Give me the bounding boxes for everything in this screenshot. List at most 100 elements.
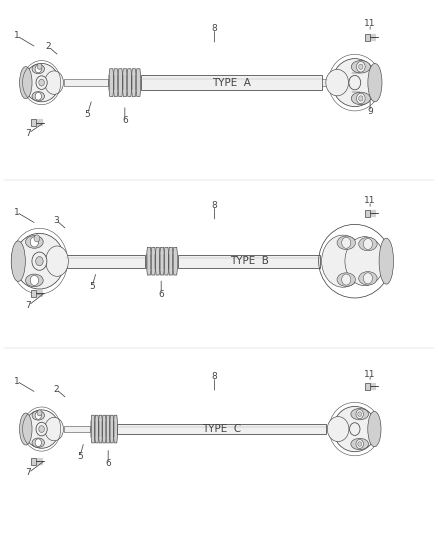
Polygon shape xyxy=(131,69,136,96)
Bar xyxy=(178,255,320,268)
Text: 5: 5 xyxy=(85,110,91,118)
Polygon shape xyxy=(173,247,177,275)
Text: TYPE  B: TYPE B xyxy=(230,256,268,266)
Text: 1: 1 xyxy=(14,208,20,216)
Ellipse shape xyxy=(46,246,68,276)
Ellipse shape xyxy=(351,61,371,73)
Circle shape xyxy=(357,61,365,72)
Bar xyxy=(66,255,145,268)
Ellipse shape xyxy=(359,272,377,285)
Ellipse shape xyxy=(379,238,393,284)
Ellipse shape xyxy=(337,236,355,249)
Polygon shape xyxy=(127,69,131,96)
Text: 5: 5 xyxy=(77,453,83,461)
Ellipse shape xyxy=(351,408,368,420)
Text: 11: 11 xyxy=(364,20,376,28)
Ellipse shape xyxy=(14,233,65,289)
Bar xyxy=(32,457,36,464)
Polygon shape xyxy=(102,415,106,443)
Ellipse shape xyxy=(24,63,59,102)
Text: 9: 9 xyxy=(367,108,373,116)
Polygon shape xyxy=(99,415,102,443)
Text: 3: 3 xyxy=(53,216,59,224)
Text: 6: 6 xyxy=(105,459,111,468)
Circle shape xyxy=(356,409,364,418)
Circle shape xyxy=(39,426,44,432)
Polygon shape xyxy=(113,415,117,443)
Circle shape xyxy=(37,410,42,416)
Text: 1: 1 xyxy=(14,377,20,385)
Polygon shape xyxy=(118,69,123,96)
Circle shape xyxy=(36,422,47,436)
Bar xyxy=(32,290,36,296)
Text: 2: 2 xyxy=(53,385,59,393)
Polygon shape xyxy=(95,415,99,443)
Ellipse shape xyxy=(351,92,371,104)
Circle shape xyxy=(356,440,364,449)
Ellipse shape xyxy=(32,64,45,74)
Circle shape xyxy=(36,76,47,90)
Text: 11: 11 xyxy=(364,197,376,205)
Polygon shape xyxy=(147,247,151,275)
Ellipse shape xyxy=(20,413,32,445)
Polygon shape xyxy=(91,415,95,443)
Circle shape xyxy=(30,237,39,247)
Text: 8: 8 xyxy=(212,201,218,210)
Polygon shape xyxy=(106,415,110,443)
Bar xyxy=(365,383,370,390)
Polygon shape xyxy=(113,69,118,96)
Ellipse shape xyxy=(351,438,368,450)
Ellipse shape xyxy=(326,69,349,96)
Bar xyxy=(64,426,90,432)
Polygon shape xyxy=(136,69,141,96)
Circle shape xyxy=(34,235,40,242)
Circle shape xyxy=(349,76,360,90)
Ellipse shape xyxy=(337,273,355,286)
Text: 8: 8 xyxy=(212,373,218,381)
Text: 6: 6 xyxy=(158,290,164,298)
Ellipse shape xyxy=(327,417,349,441)
Ellipse shape xyxy=(345,237,384,286)
Circle shape xyxy=(357,93,365,104)
Ellipse shape xyxy=(45,71,64,94)
Ellipse shape xyxy=(32,411,45,420)
Ellipse shape xyxy=(25,274,43,287)
Bar xyxy=(365,34,370,41)
Text: 7: 7 xyxy=(25,129,32,138)
Circle shape xyxy=(37,63,42,69)
Text: 1: 1 xyxy=(14,31,20,40)
Bar xyxy=(64,79,108,86)
Ellipse shape xyxy=(25,236,43,248)
Circle shape xyxy=(364,238,372,249)
Circle shape xyxy=(359,64,363,69)
Circle shape xyxy=(342,237,351,248)
Circle shape xyxy=(32,252,47,270)
Polygon shape xyxy=(169,247,173,275)
Ellipse shape xyxy=(32,438,45,447)
Ellipse shape xyxy=(45,417,64,441)
Circle shape xyxy=(350,423,360,435)
Text: 2: 2 xyxy=(46,42,51,51)
Ellipse shape xyxy=(332,59,378,107)
Text: 7: 7 xyxy=(25,301,32,310)
Circle shape xyxy=(35,439,42,447)
Circle shape xyxy=(39,79,44,86)
Text: 6: 6 xyxy=(122,117,128,125)
Bar xyxy=(117,424,326,434)
Ellipse shape xyxy=(333,406,376,452)
Polygon shape xyxy=(160,247,164,275)
Bar xyxy=(322,79,330,86)
Polygon shape xyxy=(110,415,113,443)
Circle shape xyxy=(358,442,361,446)
Ellipse shape xyxy=(20,67,32,99)
Ellipse shape xyxy=(24,410,59,448)
Polygon shape xyxy=(164,247,169,275)
Polygon shape xyxy=(151,247,155,275)
Circle shape xyxy=(364,273,372,284)
Circle shape xyxy=(358,412,361,416)
Circle shape xyxy=(342,274,351,285)
Text: TYPE  C: TYPE C xyxy=(202,424,241,434)
Text: 7: 7 xyxy=(25,469,32,477)
Ellipse shape xyxy=(11,241,25,281)
Circle shape xyxy=(35,65,42,73)
